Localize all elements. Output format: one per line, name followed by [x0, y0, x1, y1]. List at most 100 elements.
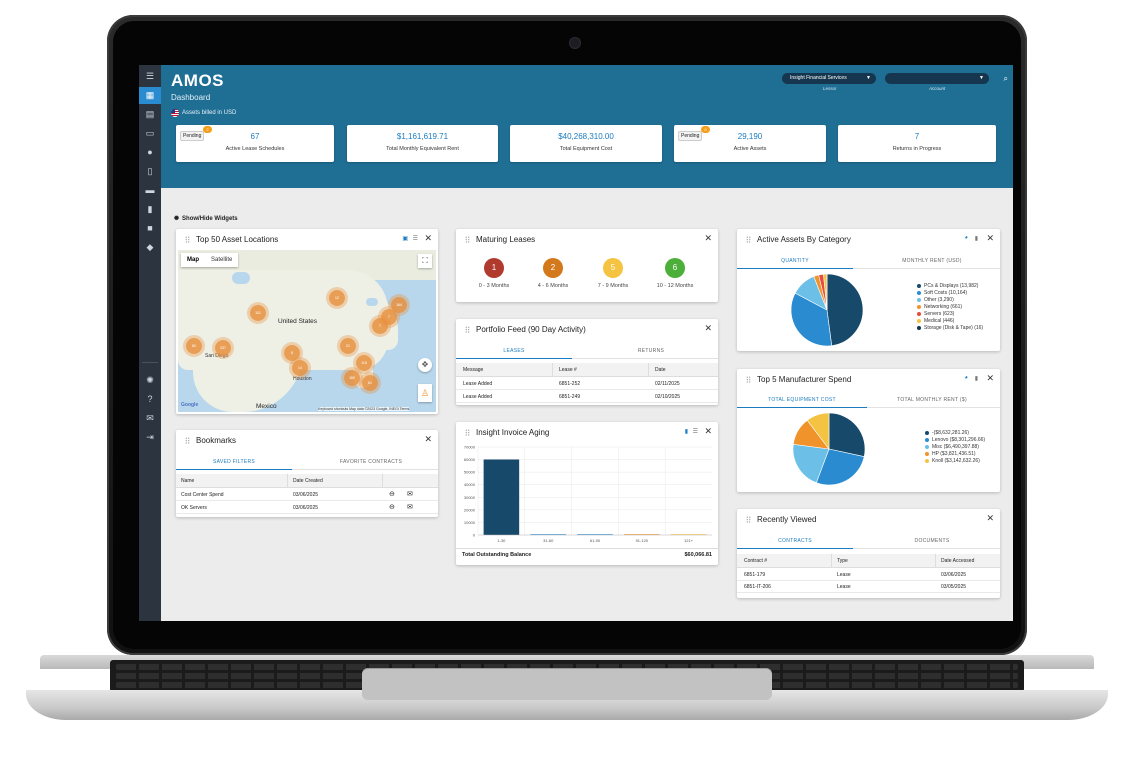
pie-slice[interactable]: [792, 443, 830, 484]
maturing-item[interactable]: 2 4 - 6 Months: [533, 258, 573, 289]
tab-saved-filters[interactable]: SAVED FILTERS: [176, 454, 292, 470]
tab-documents[interactable]: DOCUMENTS: [914, 538, 950, 544]
legend-item[interactable]: Networking (661): [917, 303, 983, 310]
mail-icon[interactable]: ✉: [146, 413, 154, 423]
location-cluster[interactable]: 237: [215, 340, 231, 356]
tab-favorite-contracts[interactable]: FAVORITE CONTRACTS: [339, 459, 403, 465]
show-hide-widgets-button[interactable]: ✺ Show/Hide Widgets: [174, 215, 238, 223]
tab-contracts[interactable]: CONTRACTS: [737, 533, 853, 549]
bar-1-30[interactable]: [483, 459, 520, 535]
table-row[interactable]: Lease Added 6851-249 02/10/2025: [456, 391, 718, 403]
legend-item[interactable]: Lenovo ($8,301,296.66): [925, 436, 985, 443]
legend-item[interactable]: Other (3,290): [917, 296, 983, 303]
location-pin-icon[interactable]: ●: [147, 147, 153, 157]
location-cluster[interactable]: 61: [362, 375, 378, 391]
pie-slice[interactable]: [828, 412, 866, 458]
drag-handle-icon[interactable]: [185, 437, 190, 444]
tag-icon[interactable]: ◆: [146, 242, 154, 252]
pending-badge[interactable]: Pending: [180, 131, 205, 141]
drag-handle-icon[interactable]: [746, 376, 751, 383]
reports-icon[interactable]: ▮: [147, 204, 153, 214]
close-icon[interactable]: ✕: [986, 373, 994, 383]
close-icon[interactable]: ✕: [704, 323, 712, 333]
tab-returns[interactable]: RETURNS: [637, 348, 665, 354]
list-icon[interactable]: ☰: [412, 236, 418, 242]
asset-map[interactable]: Map Satellite ⛶ ✥ ♙ United States Mexico…: [178, 250, 436, 412]
kpi-equipment-cost[interactable]: $40,268,310.00 Total Equipment Cost: [510, 125, 662, 162]
tab-total-equipment-cost[interactable]: TOTAL EQUIPMENT COST: [737, 392, 867, 408]
satellite-tab[interactable]: Satellite: [211, 257, 233, 263]
legend-item[interactable]: Medical (446): [917, 317, 983, 324]
legend-item[interactable]: Misc ($6,490,397.88): [925, 443, 985, 450]
close-icon[interactable]: ✕: [986, 513, 994, 523]
drag-handle-icon[interactable]: [185, 236, 190, 243]
pie-slice[interactable]: [826, 273, 864, 347]
legend-item[interactable]: Servers (623): [917, 310, 983, 317]
kpi-active-lease-schedules[interactable]: Pending 2 67 Active Lease Schedules: [176, 125, 334, 162]
location-cluster[interactable]: 7: [372, 318, 388, 334]
gear-icon[interactable]: ✺: [146, 375, 154, 385]
legend-item[interactable]: PCs & Displays (13,982): [917, 282, 983, 289]
returns-icon[interactable]: ■: [147, 223, 153, 233]
contracts-icon[interactable]: ▤: [145, 109, 155, 119]
location-cluster[interactable]: 180: [344, 370, 360, 386]
drag-handle-icon[interactable]: [465, 236, 470, 243]
table-row[interactable]: 6851-179 Lease 03/06/2025: [737, 569, 1000, 581]
maturing-item[interactable]: 1 0 - 3 Months: [474, 258, 514, 289]
pie-slice[interactable]: [790, 292, 833, 347]
map-tab[interactable]: Map: [187, 257, 199, 263]
bar-91-120[interactable]: [624, 534, 660, 535]
legend-item[interactable]: HP ($3,821,436.51): [925, 450, 985, 457]
legend-item[interactable]: Soft Costs (10,164): [917, 289, 983, 296]
table-row[interactable]: OK Servers 03/06/2025 ⊖ ✉: [176, 502, 438, 514]
location-cluster[interactable]: 115: [356, 355, 372, 371]
pie-chart-icon[interactable]: ◕: [964, 375, 968, 381]
location-cluster[interactable]: 14: [292, 360, 308, 376]
bar-61-90[interactable]: [577, 534, 613, 535]
table-row[interactable]: 6851-IT-206 Lease 03/05/2025: [737, 581, 1000, 593]
close-icon[interactable]: ✕: [986, 233, 994, 243]
remove-icon[interactable]: ⊖: [389, 504, 395, 511]
tab-monthly-rent[interactable]: MONTHLY RENT (USD): [902, 258, 962, 264]
bar-121+[interactable]: [670, 534, 707, 535]
logout-icon[interactable]: ⇥: [146, 432, 154, 442]
menu-icon[interactable]: ☰: [145, 71, 155, 81]
drag-handle-icon[interactable]: [746, 236, 751, 243]
street-view-icon[interactable]: ♙: [418, 384, 432, 402]
invoice-icon[interactable]: ▬: [145, 185, 155, 195]
maturing-item[interactable]: 6 10 - 12 Months: [655, 258, 695, 289]
tab-total-monthly-rent[interactable]: TOTAL MONTHLY RENT ($): [897, 397, 967, 403]
legend-item[interactable]: -($8,632,281.26): [925, 429, 985, 436]
map-icon[interactable]: ▣: [402, 236, 408, 242]
location-cluster[interactable]: 12: [329, 290, 345, 306]
bar-31-60[interactable]: [530, 534, 566, 535]
remove-icon[interactable]: ⊖: [389, 491, 395, 498]
location-cluster[interactable]: 164: [391, 297, 407, 313]
table-row[interactable]: Cost Center Spend 03/06/2025 ⊖ ✉: [176, 489, 438, 501]
pan-control-icon[interactable]: ✥: [418, 358, 432, 372]
pie-slice[interactable]: [806, 412, 830, 450]
pie-slice[interactable]: [815, 448, 865, 486]
dashboard-icon[interactable]: ▦: [139, 87, 161, 104]
fullscreen-icon[interactable]: ⛶: [418, 254, 432, 268]
mail-icon[interactable]: ✉: [407, 491, 413, 498]
kpi-monthly-rent[interactable]: $1,161,619.71 Total Monthly Equivalent R…: [347, 125, 498, 162]
bar-chart-icon[interactable]: ▮: [684, 429, 688, 435]
drag-handle-icon[interactable]: [465, 429, 470, 436]
assets-icon[interactable]: ▭: [145, 128, 155, 138]
mail-icon[interactable]: ✉: [407, 504, 413, 511]
bar-chart-icon[interactable]: ▮: [974, 236, 978, 242]
search-icon[interactable]: ⌕: [1003, 74, 1008, 83]
table-row[interactable]: Lease Added 6851-252 02/11/2025: [456, 378, 718, 390]
location-cluster[interactable]: 8: [284, 345, 300, 361]
close-icon[interactable]: ✕: [424, 233, 432, 243]
legend-item[interactable]: Storage (Disk & Tape) (16): [917, 324, 983, 331]
close-icon[interactable]: ✕: [704, 426, 712, 436]
maturing-item[interactable]: 5 7 - 9 Months: [593, 258, 633, 289]
amos-logo[interactable]: AMOS: [171, 71, 224, 90]
tab-leases[interactable]: LEASES: [456, 343, 572, 359]
legend-item[interactable]: Knoll ($3,142,632.26): [925, 457, 985, 464]
tab-quantity[interactable]: QUANTITY: [737, 253, 853, 269]
location-cluster[interactable]: 80: [186, 338, 202, 354]
drag-handle-icon[interactable]: [465, 326, 470, 333]
